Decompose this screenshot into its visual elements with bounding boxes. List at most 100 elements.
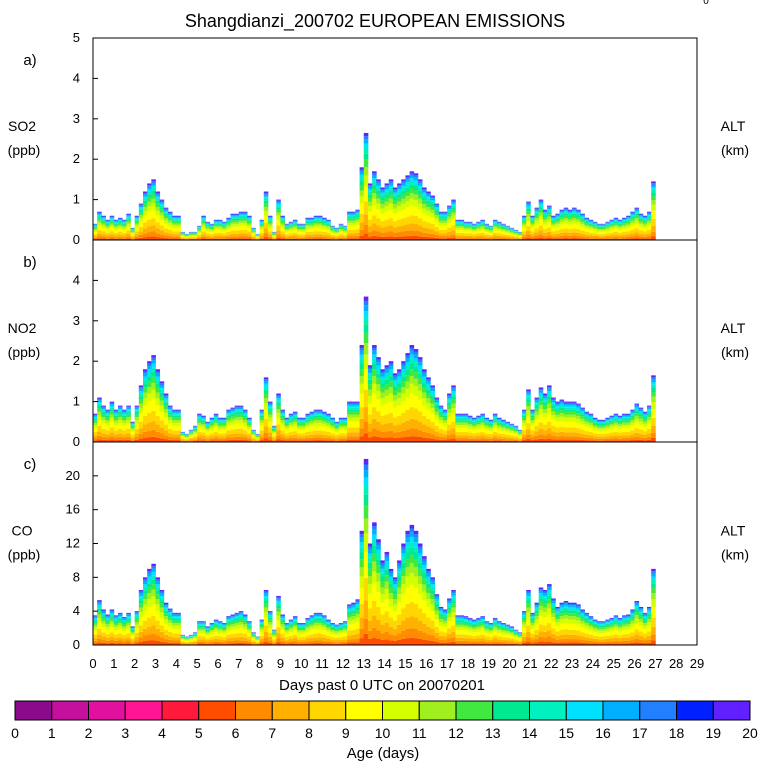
age-layer [580, 218, 585, 221]
age-layer [259, 409, 265, 411]
age-layer [292, 222, 298, 224]
age-layer [530, 227, 535, 232]
age-layer [122, 641, 127, 644]
age-layer [301, 226, 306, 228]
age-layer [472, 425, 477, 428]
data-bar [484, 417, 490, 442]
age-layer [238, 218, 244, 221]
age-layer [292, 224, 298, 227]
age-layer [309, 226, 315, 229]
age-layer [522, 218, 527, 220]
age-layer [417, 362, 423, 366]
age-layer [238, 632, 244, 637]
age-layer [426, 233, 431, 238]
age-layer [117, 614, 123, 617]
age-layer [309, 228, 315, 232]
age-layer [597, 419, 602, 421]
age-layer [109, 216, 115, 218]
age-layer [334, 229, 340, 231]
age-layer [326, 221, 331, 222]
age-layer [117, 640, 123, 644]
age-layer [651, 189, 656, 193]
age-layer [238, 214, 244, 216]
age-layer [630, 437, 635, 441]
age-layer [142, 376, 148, 380]
age-layer [122, 226, 127, 228]
age-layer [176, 414, 181, 416]
age-layer [367, 389, 373, 396]
age-layer [530, 414, 535, 416]
age-layer [213, 638, 219, 642]
age-layer [163, 639, 169, 643]
age-layer [130, 629, 136, 632]
age-layer [301, 225, 306, 227]
age-layer [192, 633, 198, 635]
age-layer [151, 218, 156, 226]
age-layer [292, 640, 298, 644]
age-layer [284, 639, 290, 642]
age-layer [134, 436, 140, 440]
age-layer [380, 187, 385, 190]
age-layer [505, 423, 510, 425]
age-layer [317, 238, 323, 240]
age-layer [267, 617, 273, 620]
age-layer [584, 413, 590, 415]
age-layer [630, 422, 635, 426]
age-layer [288, 629, 294, 633]
age-layer [547, 387, 552, 389]
age-layer [526, 399, 531, 403]
age-layer [538, 200, 544, 203]
data-bar [151, 355, 156, 442]
age-layer [563, 404, 569, 406]
age-layer [263, 631, 269, 638]
data-bar [584, 217, 590, 240]
age-layer [163, 210, 169, 213]
age-layer [134, 628, 140, 633]
age-layer [330, 229, 335, 231]
age-layer [263, 194, 269, 197]
age-layer [113, 219, 119, 221]
age-layer [497, 233, 502, 236]
age-layer [234, 216, 240, 218]
age-layer [167, 412, 173, 415]
age-layer [505, 232, 510, 235]
age-layer [426, 381, 431, 384]
age-layer [409, 345, 415, 348]
age-layer [509, 423, 515, 425]
age-layer [484, 422, 490, 424]
age-layer [430, 393, 435, 397]
age-layer [101, 216, 106, 218]
age-layer [409, 171, 415, 174]
age-layer [409, 230, 415, 236]
age-layer [455, 237, 460, 239]
age-layer [517, 238, 523, 240]
age-layer [422, 200, 427, 205]
age-layer [480, 223, 485, 225]
age-layer [430, 224, 435, 230]
age-layer [259, 627, 265, 630]
corner-mark: 0 [703, 0, 709, 7]
age-layer [559, 413, 565, 417]
age-layer [426, 398, 431, 404]
age-layer [480, 440, 485, 442]
age-layer [376, 190, 381, 195]
age-layer [255, 643, 261, 645]
age-layer [147, 568, 152, 572]
age-layer [338, 417, 344, 419]
data-bar [613, 217, 619, 240]
age-layer [409, 198, 415, 206]
age-layer [438, 414, 444, 418]
age-layer [422, 204, 427, 209]
age-layer [238, 212, 244, 214]
age-layer [451, 230, 456, 235]
age-layer [138, 231, 144, 235]
age-layer [172, 430, 177, 435]
data-bar [322, 217, 327, 240]
age-layer [151, 209, 156, 219]
age-layer [251, 634, 256, 635]
age-layer [488, 230, 494, 232]
age-layer [417, 194, 423, 199]
age-layer [647, 220, 652, 224]
age-layer [109, 404, 115, 406]
age-layer [292, 238, 298, 240]
